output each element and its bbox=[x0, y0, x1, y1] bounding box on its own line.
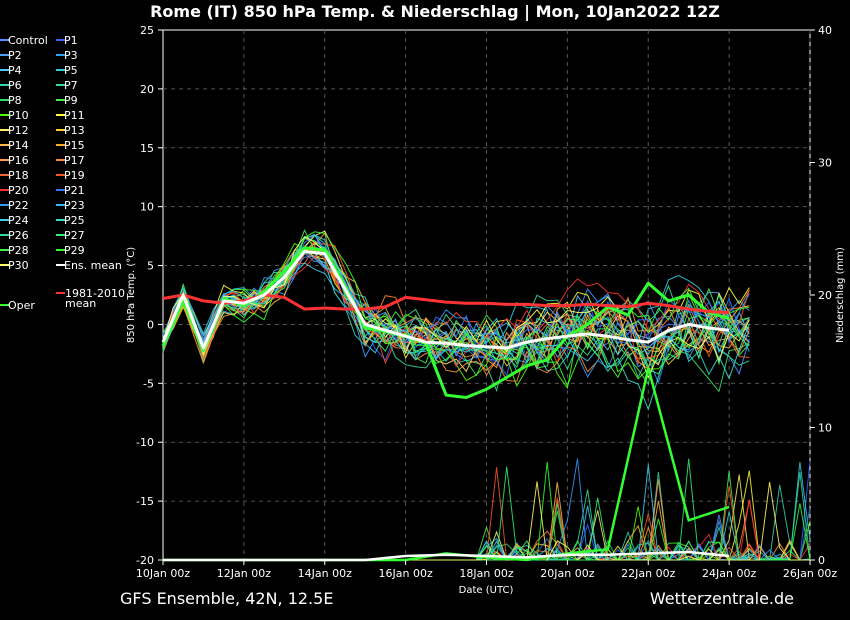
y2-tick-label: 20 bbox=[818, 289, 832, 302]
x-tick-label: 18Jan 00z bbox=[459, 567, 513, 580]
legend-label: P12 bbox=[8, 124, 29, 137]
legend-label: P14 bbox=[8, 139, 29, 152]
legend-label: P17 bbox=[64, 154, 85, 167]
legend-label: P4 bbox=[8, 64, 22, 77]
y2-tick-label: 40 bbox=[818, 24, 832, 37]
y2-tick-label: 10 bbox=[818, 422, 832, 435]
legend-label: P30 bbox=[8, 259, 29, 272]
y2-tick-label: 0 bbox=[818, 554, 825, 567]
chart-title: Rome (IT) 850 hPa Temp. & Niederschlag |… bbox=[150, 2, 720, 22]
legend-label: P29 bbox=[64, 244, 85, 257]
legend-label: P21 bbox=[64, 184, 85, 197]
legend-label: P1 bbox=[64, 34, 78, 47]
temperature-member-line bbox=[162, 248, 750, 373]
legend-label: P6 bbox=[8, 79, 22, 92]
temperature-member-line bbox=[162, 247, 750, 367]
x-tick-label: 20Jan 00z bbox=[540, 567, 594, 580]
x-tick-label: 26Jan 00z bbox=[783, 567, 837, 580]
legend-label: P20 bbox=[8, 184, 29, 197]
legend-label: P26 bbox=[8, 229, 29, 242]
legend-label: P25 bbox=[64, 214, 85, 227]
legend-label: P13 bbox=[64, 124, 85, 137]
x-tick-label: 22Jan 00z bbox=[621, 567, 675, 580]
legend-label: P16 bbox=[8, 154, 29, 167]
legend-label: P7 bbox=[64, 79, 78, 92]
legend-label: P11 bbox=[64, 109, 85, 122]
temperature-members bbox=[162, 228, 750, 411]
footer-source: Wetterzentrale.de bbox=[650, 589, 794, 608]
precipitation-named-series bbox=[163, 367, 730, 562]
legend-label: P24 bbox=[8, 214, 29, 227]
legend-label: P2 bbox=[8, 49, 22, 62]
y2-axis-ticks: 40 30 20 10 0 bbox=[810, 24, 832, 567]
footer-model-info: GFS Ensemble, 42N, 12.5E bbox=[120, 589, 333, 608]
y-tick-label: 15 bbox=[140, 142, 154, 155]
legend-label: P9 bbox=[64, 94, 78, 107]
legend-label: P22 bbox=[8, 199, 29, 212]
legend-label-cont: mean bbox=[65, 297, 96, 310]
temperature-member-line bbox=[162, 237, 750, 371]
legend-label: P18 bbox=[8, 169, 29, 182]
y-tick-label: 5 bbox=[147, 260, 154, 273]
y2-axis-label: Niederschlag (mm) bbox=[835, 247, 846, 343]
named-series bbox=[161, 246, 730, 399]
x-axis-label: Date (UTC) bbox=[459, 585, 514, 596]
plot-area bbox=[161, 29, 811, 562]
y-tick-label: 0 bbox=[147, 318, 154, 331]
legend-label: P5 bbox=[64, 64, 78, 77]
x-tick-label: 10Jan 00z bbox=[136, 567, 190, 580]
x-tick-label: 14Jan 00z bbox=[298, 567, 352, 580]
temperature-member-line bbox=[162, 231, 750, 388]
y-tick-label: -20 bbox=[136, 554, 154, 567]
y-tick-label: 25 bbox=[140, 24, 154, 37]
y-tick-label: -15 bbox=[136, 495, 154, 508]
legend-label: Oper bbox=[8, 299, 35, 312]
x-axis-ticks: 10Jan 00z 12Jan 00z 14Jan 00z 16Jan 00z 18Ja… bbox=[136, 560, 837, 580]
legend-label: P3 bbox=[64, 49, 78, 62]
y-axis-label: 850 hPa Temp. (°C) bbox=[126, 247, 137, 343]
y-tick-label: 20 bbox=[140, 83, 154, 96]
temperature-member-line bbox=[162, 236, 750, 380]
y-tick-label: -10 bbox=[136, 436, 154, 449]
legend-label: P10 bbox=[8, 109, 29, 122]
legend-label: P28 bbox=[8, 244, 29, 257]
legend-label: P19 bbox=[64, 169, 85, 182]
y-tick-label: -5 bbox=[143, 377, 154, 390]
y-tick-label: 10 bbox=[140, 201, 154, 214]
temperature-member-line bbox=[162, 242, 750, 393]
x-tick-label: 12Jan 00z bbox=[217, 567, 271, 580]
legend-label: P15 bbox=[64, 139, 85, 152]
precipitation-line-ens-mean bbox=[163, 550, 730, 562]
x-tick-label: 16Jan 00z bbox=[379, 567, 433, 580]
legend-label: P23 bbox=[64, 199, 85, 212]
y2-tick-label: 30 bbox=[818, 157, 832, 170]
legend-label: P27 bbox=[64, 229, 85, 242]
series-line-ens-mean bbox=[161, 249, 730, 350]
legend-label: Ens. mean bbox=[64, 259, 122, 272]
temperature-member-line bbox=[162, 255, 750, 368]
legend-label: Control bbox=[8, 34, 48, 47]
temperature-member-line bbox=[162, 241, 750, 366]
legend-label: 1981-2010 bbox=[65, 287, 125, 300]
legend-label: P8 bbox=[8, 94, 22, 107]
legend: Control P1 P2 P3 P4 P5 P6 P7 P8 P9 P10 P11 P12 P13 P14… bbox=[0, 34, 125, 312]
x-tick-label: 24Jan 00z bbox=[702, 567, 756, 580]
y-axis-ticks: 25 20 15 10 5 0 -5 -10 -15 -20 bbox=[136, 24, 163, 567]
